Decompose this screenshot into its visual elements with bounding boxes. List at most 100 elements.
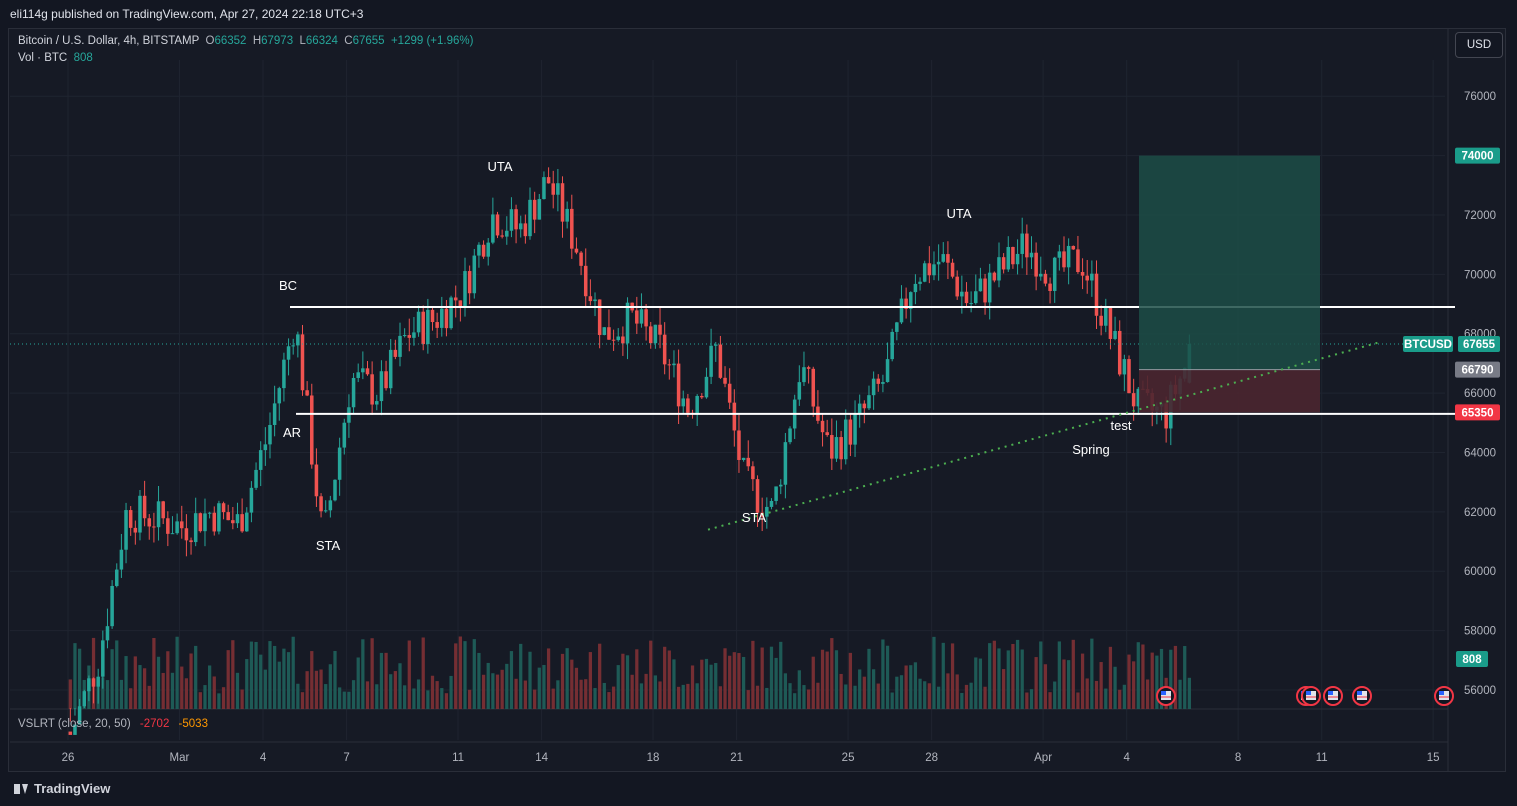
volume-bar xyxy=(249,641,254,709)
spring-label: Spring xyxy=(1072,442,1110,457)
volume-bar xyxy=(695,683,699,709)
volume-bar xyxy=(663,646,667,709)
candle-body xyxy=(1043,273,1048,284)
candle-body xyxy=(300,334,305,391)
volume-bar xyxy=(449,675,453,709)
volume-bar xyxy=(728,655,732,709)
candle-body xyxy=(486,242,490,257)
time-tick-label: 11 xyxy=(452,752,464,764)
candle-body xyxy=(217,503,221,532)
candle-body xyxy=(565,208,569,222)
candle-body xyxy=(166,518,170,534)
candle-body xyxy=(328,500,333,511)
volume-bar xyxy=(1150,652,1154,709)
volume-bar xyxy=(444,693,449,709)
candle-body xyxy=(1039,273,1043,277)
volume-bar xyxy=(142,668,147,709)
indicator-value-1: -2702 xyxy=(139,718,170,730)
volume-bar xyxy=(1118,689,1122,709)
candle-body xyxy=(528,199,532,237)
candle-body xyxy=(644,309,648,327)
volume-bar xyxy=(537,667,541,709)
candle-body xyxy=(625,302,630,344)
candle-body xyxy=(333,479,337,501)
candle-body xyxy=(570,208,574,249)
candle-body xyxy=(518,223,523,230)
candle-body xyxy=(235,514,240,524)
candle-body xyxy=(1001,257,1006,270)
volume-bar xyxy=(1015,639,1020,709)
tradingview-logo[interactable]: TradingView xyxy=(14,781,110,796)
volume-bar xyxy=(514,678,518,709)
flag-canton xyxy=(1161,691,1166,695)
volume-bar xyxy=(375,684,379,709)
volume-bar xyxy=(1048,692,1052,709)
volume-bar xyxy=(152,638,156,709)
candle-body xyxy=(667,364,672,366)
candle-body xyxy=(978,278,983,292)
flag-field xyxy=(1439,691,1449,700)
volume-bar xyxy=(788,683,792,709)
volume-bar xyxy=(853,685,857,709)
volume-bar xyxy=(426,690,430,709)
candle-body xyxy=(323,510,328,512)
candle-body xyxy=(226,512,230,521)
volume-bar xyxy=(384,652,388,709)
volume-bar xyxy=(765,687,769,709)
candle-body xyxy=(602,327,607,335)
candle-body xyxy=(77,706,82,725)
volume-bar xyxy=(468,689,472,709)
candle-body xyxy=(384,371,388,389)
currency-button[interactable]: USD xyxy=(1455,32,1503,58)
volume-legend: Vol · BTC 808 xyxy=(18,52,93,64)
candle-body xyxy=(356,372,360,378)
candle-body xyxy=(514,209,518,230)
candle-body xyxy=(477,244,481,256)
candle-body xyxy=(463,271,467,307)
candle-body xyxy=(96,676,100,687)
last-price-badge-bg xyxy=(1458,335,1500,352)
candle-body xyxy=(778,484,783,487)
candle-body xyxy=(91,678,96,687)
bc-label: BC xyxy=(279,278,297,293)
volume-badge-bg xyxy=(1456,651,1488,667)
candle-body xyxy=(156,501,161,528)
volume-bar xyxy=(129,688,133,709)
publish-line: eli114g published on TradingView.com, Ap… xyxy=(0,0,1517,28)
volume-bar xyxy=(797,670,801,709)
time-tick-label: 14 xyxy=(535,752,548,764)
volume-bar xyxy=(463,641,467,709)
volume-bar xyxy=(1132,661,1136,709)
volume-bar xyxy=(570,659,574,709)
candle-body xyxy=(1090,273,1094,281)
volume-bar xyxy=(1122,684,1126,709)
volume-bar xyxy=(198,692,202,709)
volume-bar xyxy=(398,663,402,709)
volume-bar xyxy=(365,681,370,709)
candle-body xyxy=(797,382,802,400)
candle-body xyxy=(1052,257,1057,291)
volume-bar xyxy=(858,669,862,709)
candle-body xyxy=(491,214,495,243)
target-price-badge-bg xyxy=(1455,147,1500,164)
volume-bar xyxy=(1043,664,1048,709)
volume-bar xyxy=(904,665,908,709)
candle-body xyxy=(523,223,528,237)
candle-body xyxy=(305,390,309,396)
candle-body xyxy=(114,569,119,586)
volume-bar xyxy=(616,665,620,709)
candle-body xyxy=(198,513,203,532)
volume-bar xyxy=(119,679,124,709)
volume-bar xyxy=(379,652,384,709)
candle-body xyxy=(398,335,402,357)
volume-bar xyxy=(630,674,634,709)
candle-body xyxy=(964,291,969,304)
volume-bar xyxy=(844,684,848,709)
candle-body xyxy=(727,383,732,403)
price-tick-label: 62000 xyxy=(1464,507,1496,519)
candle-body xyxy=(788,428,792,443)
stop-price-badge: 65350 xyxy=(1462,407,1494,419)
volume-bar xyxy=(1104,688,1108,709)
candle-body xyxy=(853,413,857,445)
